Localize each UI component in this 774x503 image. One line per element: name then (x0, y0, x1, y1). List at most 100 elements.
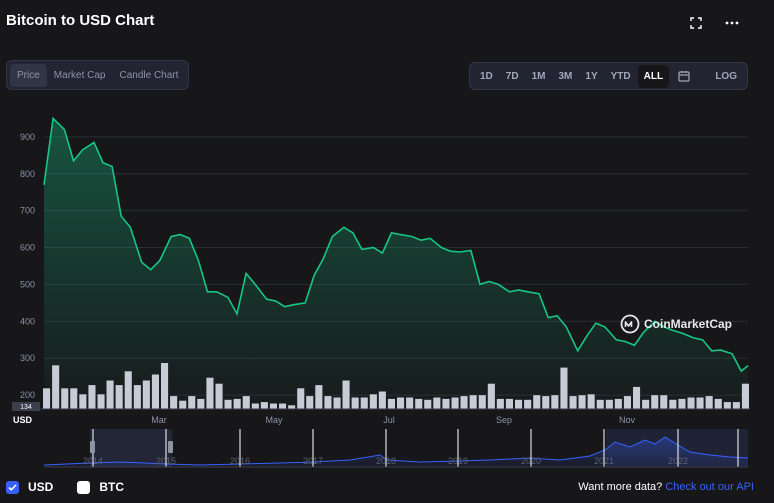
volume-bar (297, 388, 305, 409)
volume-bar (478, 395, 486, 409)
navigator-handle[interactable] (90, 441, 95, 453)
volume-bar (505, 398, 513, 409)
volume-bar (97, 394, 105, 409)
calendar-icon[interactable] (670, 66, 698, 86)
range-1y[interactable]: 1Y (585, 70, 598, 82)
volume-bar (569, 396, 577, 409)
volume-bar (551, 395, 559, 409)
y-tick-label: 400 (20, 316, 35, 326)
volume-bar (533, 395, 541, 409)
log-scale-toggle[interactable]: LOG (715, 70, 737, 82)
watermark: CoinMarketCap (620, 314, 732, 334)
volume-bar (43, 388, 51, 409)
x-tick-label: May (265, 415, 283, 425)
volume-bar (269, 403, 277, 409)
range-ytd[interactable]: YTD (610, 70, 631, 82)
navigator-year-label: 2021 (594, 456, 614, 466)
volume-bar (596, 399, 604, 409)
volume-bar (705, 396, 713, 409)
y-tick-label: 500 (20, 279, 35, 289)
currency-axis-label: USD (13, 415, 33, 425)
volume-bar (315, 385, 323, 409)
navigator-year-label: 2015 (156, 456, 176, 466)
btc-toggle-label: BTC (99, 480, 125, 494)
btc-toggle[interactable]: BTC (77, 480, 124, 494)
volume-bar (442, 398, 450, 409)
range-1d[interactable]: 1D (480, 70, 493, 82)
volume-bars (43, 363, 749, 409)
navigator-line (43, 436, 749, 466)
volume-bar (115, 385, 123, 409)
volume-bar (515, 399, 523, 409)
volume-bar (714, 398, 722, 409)
volume-tag: 134 (20, 404, 32, 411)
volume-bar (542, 396, 550, 409)
volume-bar (678, 398, 686, 409)
volume-bar (723, 402, 731, 409)
price-line (43, 116, 749, 373)
x-tick-label: Sep (496, 415, 512, 425)
price-chart[interactable]: 200 300 400 500 600 700 800 900 134 USD Mar May J… (0, 0, 774, 475)
volume-bar (224, 399, 232, 409)
time-range-tabs: 1D 7D 1M 3M 1Y YTD ALL LOG (469, 62, 748, 90)
volume-bar (642, 399, 650, 409)
x-tick-label: Nov (619, 415, 636, 425)
navigator-year-label: 2018 (376, 456, 396, 466)
api-promo: Want more data? Check out our API (578, 481, 754, 493)
volume-tag-bg (12, 402, 40, 411)
range-all[interactable]: ALL (637, 64, 670, 88)
volume-bar (79, 394, 87, 409)
range-7d[interactable]: 7D (505, 70, 519, 82)
navigator-year-label: 2014 (83, 456, 103, 466)
range-1m[interactable]: 1M (531, 70, 546, 82)
volume-bar (306, 396, 314, 409)
volume-bar (669, 399, 677, 409)
fullscreen-icon[interactable] (688, 15, 704, 31)
more-options-icon[interactable] (724, 15, 740, 31)
range-navigator[interactable]: 2014 2015 2016 2017 2018 2019 2020 2021 2022 (43, 429, 749, 468)
volume-bar (741, 383, 749, 409)
tab-price[interactable]: Price (10, 63, 47, 87)
volume-bar (206, 377, 214, 409)
volume-bar (351, 397, 359, 409)
tab-market-cap[interactable]: Market Cap (53, 69, 106, 81)
checkbox-unchecked-icon[interactable] (77, 480, 91, 494)
volume-bar (360, 397, 368, 409)
volume-bar (197, 398, 205, 409)
y-tick-label: 800 (20, 169, 35, 179)
volume-bar (433, 397, 441, 409)
volume-bar (560, 367, 568, 409)
y-tick-label: 600 (20, 243, 35, 253)
volume-bar (660, 395, 668, 409)
navigator-year-label: 2022 (668, 456, 688, 466)
volume-bar (732, 402, 740, 409)
volume-bar (179, 400, 187, 409)
volume-bar (614, 398, 622, 409)
checkbox-checked-icon[interactable] (6, 480, 19, 494)
volume-bar (52, 365, 60, 409)
usd-toggle[interactable]: USD (6, 480, 53, 494)
volume-bar (124, 371, 132, 409)
range-3m[interactable]: 3M (558, 70, 573, 82)
volume-bar (369, 394, 377, 409)
bottom-bar: USD BTC Want more data? Check out our AP… (6, 478, 754, 496)
volume-bar (469, 395, 477, 409)
navigator-handle[interactable] (168, 441, 173, 453)
volume-bar (578, 395, 586, 409)
usd-toggle-label: USD (28, 480, 54, 494)
tab-candle-chart[interactable]: Candle Chart (119, 69, 179, 81)
volume-bar (587, 394, 595, 409)
y-tick-label: 300 (20, 353, 35, 363)
volume-bar (88, 385, 96, 409)
volume-bar (415, 398, 423, 409)
volume-bar (161, 363, 169, 409)
volume-bar (623, 396, 631, 409)
chart-type-tabs: Price Market Cap Candle Chart (6, 60, 190, 90)
navigator-selection[interactable] (90, 429, 172, 467)
watermark-text: CoinMarketCap (644, 317, 733, 331)
top-actions (688, 15, 740, 31)
api-link[interactable]: Check out our API (665, 481, 754, 493)
volume-bar (188, 396, 196, 409)
volume-bar (342, 380, 350, 409)
volume-bar (496, 398, 504, 409)
